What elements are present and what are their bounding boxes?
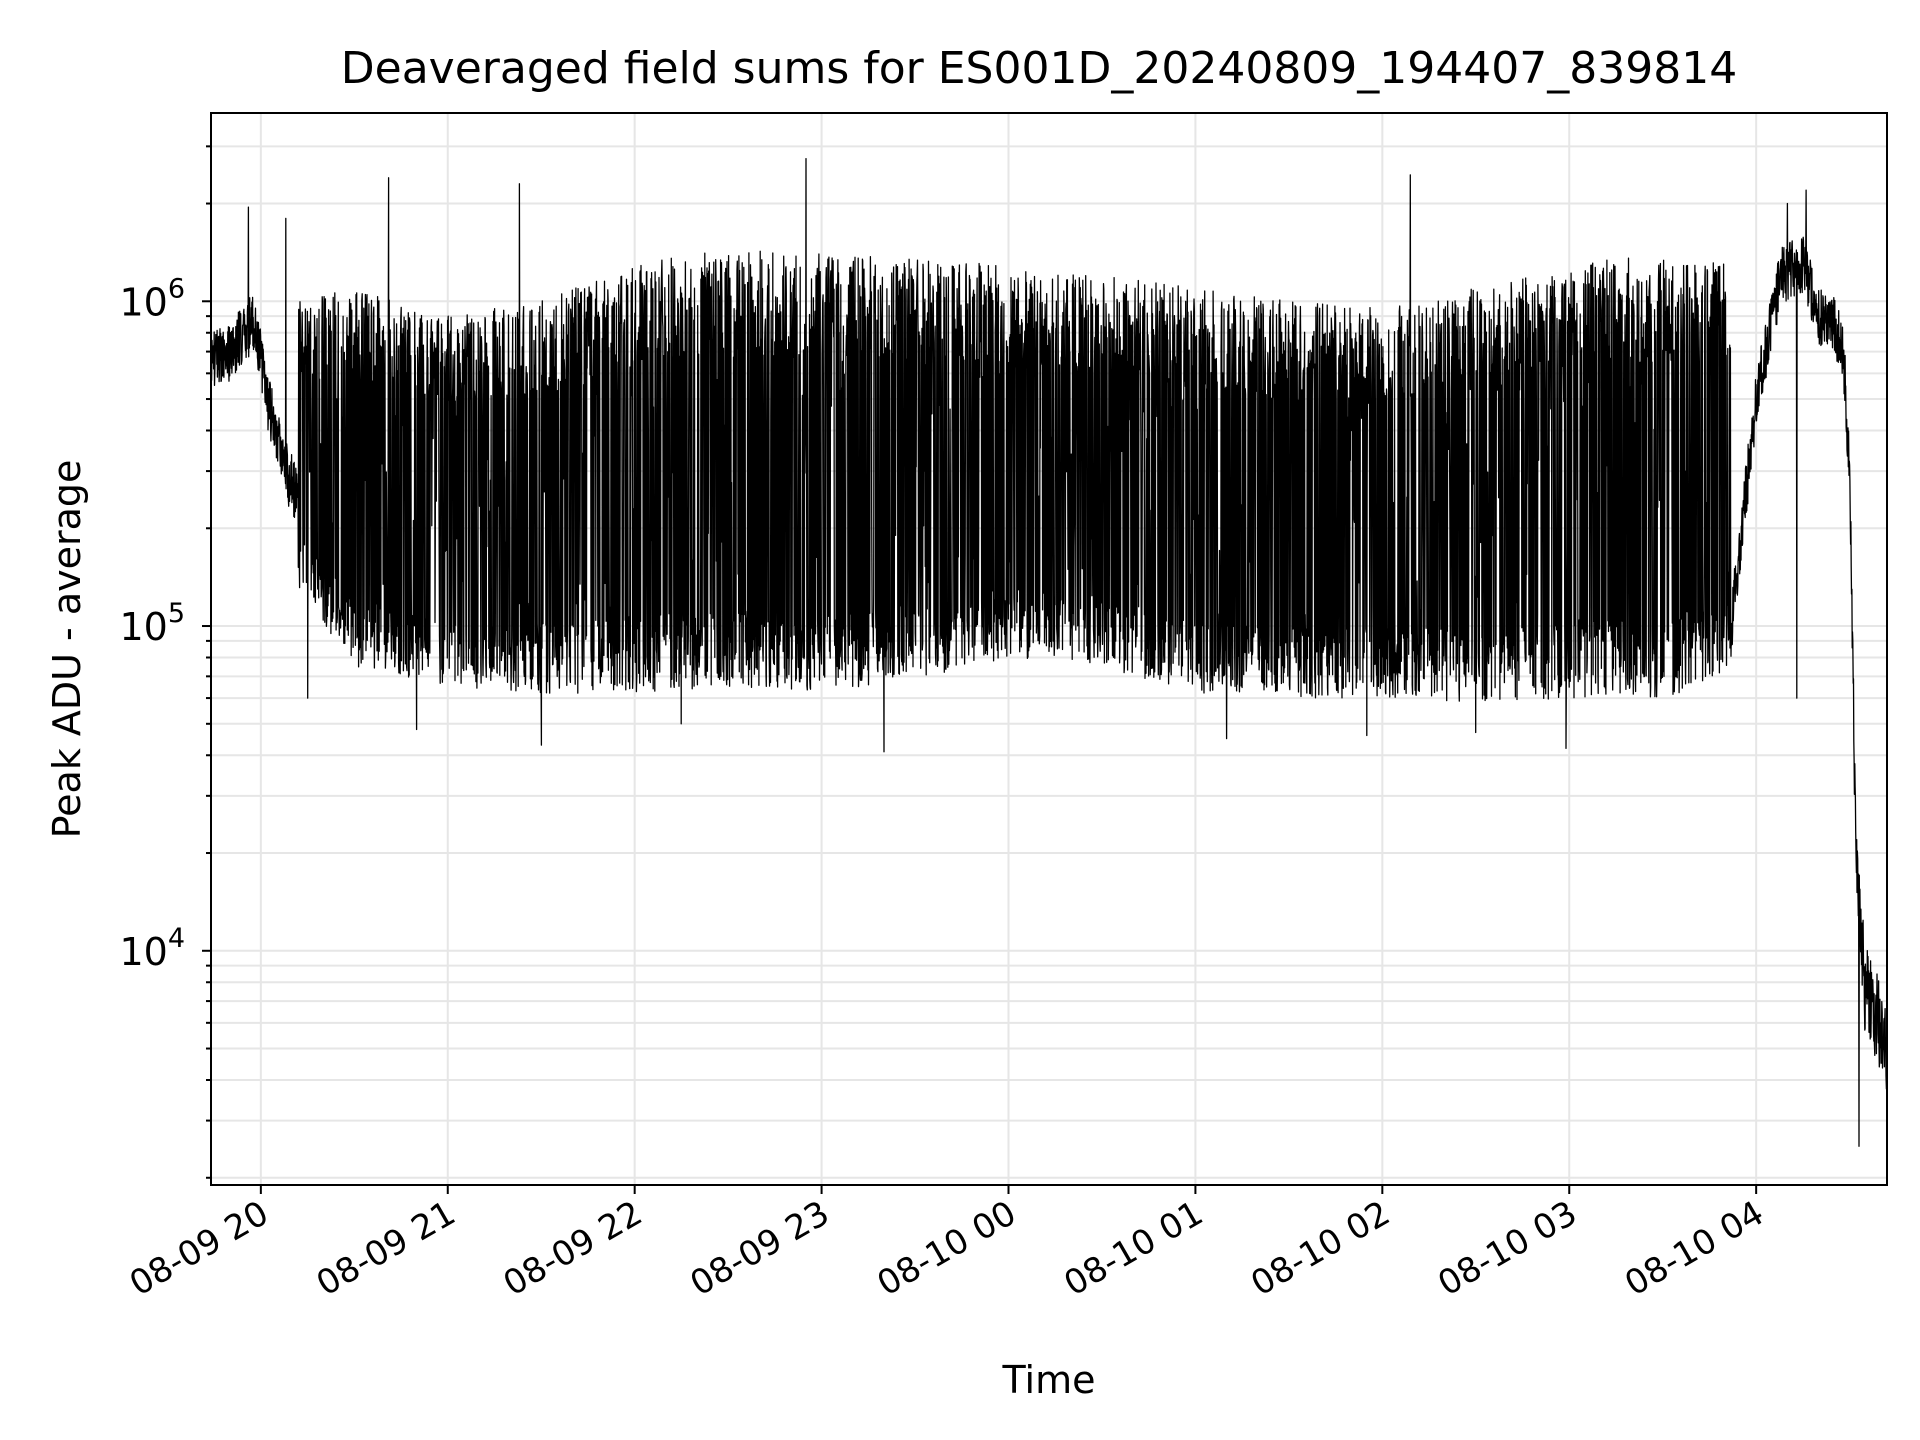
- data-layer: [211, 157, 1887, 1147]
- chart-title: Deaveraged field sums for ES001D_2024080…: [341, 43, 1737, 94]
- y-tick-label: 104: [119, 923, 185, 974]
- x-axis-label: Time: [1002, 1358, 1096, 1402]
- y-axis-label: Peak ADU - average: [45, 460, 89, 839]
- y-tick-label: 106: [119, 273, 185, 324]
- y-tick-label: 105: [119, 598, 185, 649]
- plot-frame: [210, 112, 1888, 1186]
- series-line: [211, 157, 1887, 1147]
